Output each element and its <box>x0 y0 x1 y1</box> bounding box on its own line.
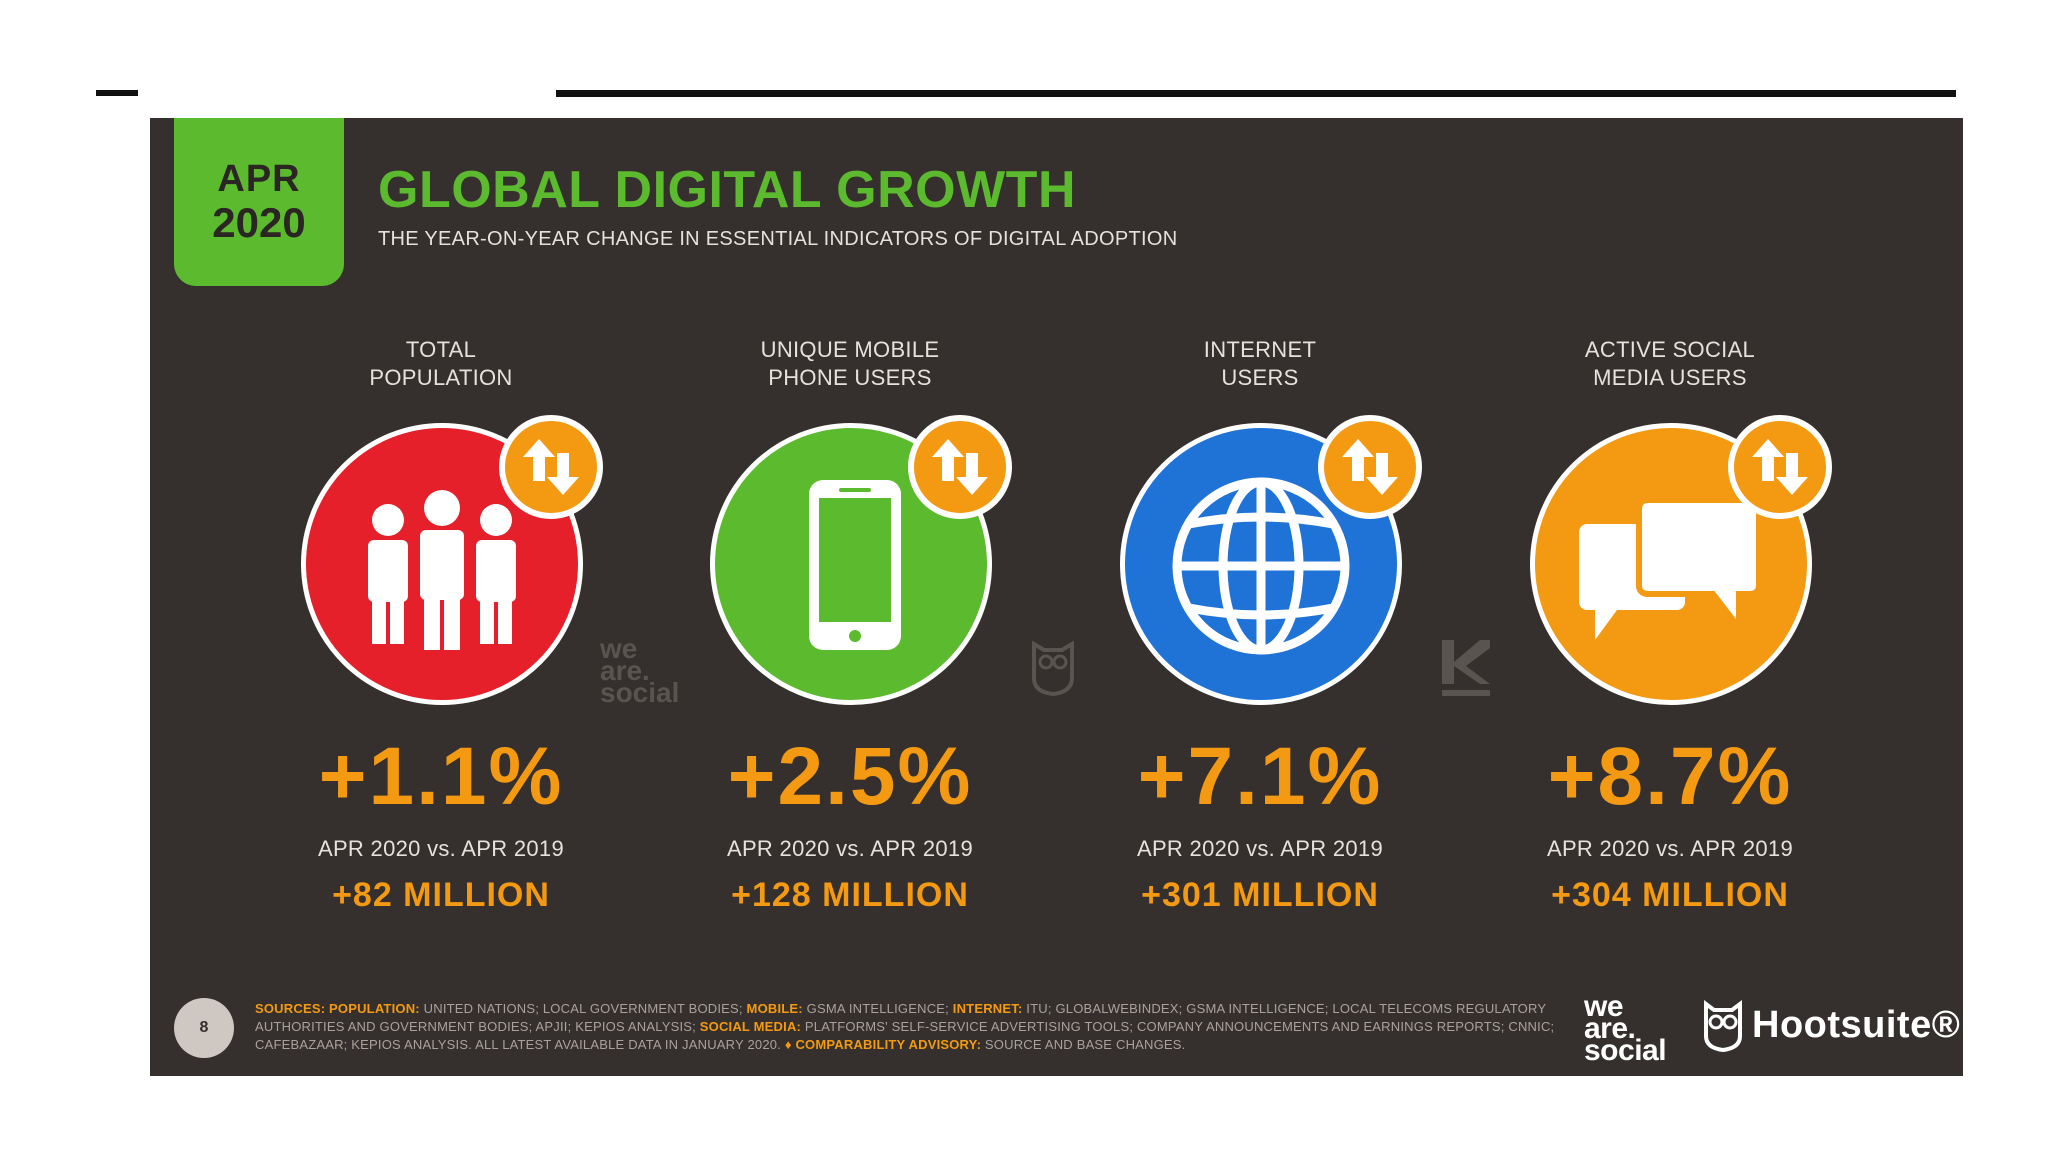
change-percentage: +7.1% <box>1137 731 1383 822</box>
comparison-period: APR 2020 vs. APR 2019 <box>726 836 973 861</box>
absolute-change: +304 MILLION <box>1551 876 1789 914</box>
indicator-icon-circle <box>1530 415 1832 705</box>
indicator-label: UNIQUE MOBILE PHONE USERS <box>760 337 940 390</box>
date-month: APR <box>217 158 301 200</box>
indicator-icon-circle <box>301 415 603 705</box>
top-rule-decoration <box>556 90 1956 97</box>
absolute-change: +82 MILLION <box>332 876 550 914</box>
date-tab: APR 2020 <box>174 118 344 286</box>
updown-arrows-icon <box>1728 415 1832 519</box>
we-are-social-watermark: we are. social <box>600 633 680 708</box>
people-icon <box>301 423 583 705</box>
top-dash-decoration <box>96 90 138 96</box>
updown-arrows-icon <box>1318 415 1422 519</box>
slide-title: GLOBAL DIGITAL GROWTH <box>378 161 1077 219</box>
hootsuite-logo-text: Hootsuite® <box>1752 1004 1961 1046</box>
change-percentage: +2.5% <box>727 731 973 822</box>
comparison-period: APR 2020 vs. APR 2019 <box>1546 836 1793 861</box>
indicator-label: TOTAL POPULATION <box>369 337 513 390</box>
slide-subtitle: THE YEAR-ON-YEAR CHANGE IN ESSENTIAL IND… <box>378 228 1178 250</box>
absolute-change: +128 MILLION <box>731 876 969 914</box>
indicator-icon-circle <box>710 415 1012 705</box>
date-year: 2020 <box>212 199 306 246</box>
owl-logo-icon <box>1030 638 1076 697</box>
comparison-period: APR 2020 vs. APR 2019 <box>1136 836 1383 861</box>
indicator-label: INTERNET USERS <box>1203 337 1317 390</box>
page-number-badge: 8 <box>174 998 234 1058</box>
absolute-change: +301 MILLION <box>1141 876 1379 914</box>
sources-footnote: SOURCES: POPULATION: UNITED NATIONS; LOC… <box>255 1001 1555 1052</box>
change-percentage: +1.1% <box>318 731 564 822</box>
infographic-slide: APR 2020 GLOBAL DIGITAL GROWTH THE YEAR-… <box>150 118 1963 1076</box>
indicator-label: ACTIVE SOCIAL MEDIA USERS <box>1584 337 1756 390</box>
indicator-icon-circle <box>1120 415 1422 705</box>
hootsuite-owl-icon <box>1702 998 1744 1053</box>
comparison-period: APR 2020 vs. APR 2019 <box>317 836 564 861</box>
updown-arrows-icon <box>908 415 1012 519</box>
kepios-logo-icon <box>1440 638 1492 698</box>
updown-arrows-icon <box>499 415 603 519</box>
change-percentage: +8.7% <box>1547 731 1793 822</box>
we-are-social-logo: we are. social <box>1584 990 1667 1067</box>
